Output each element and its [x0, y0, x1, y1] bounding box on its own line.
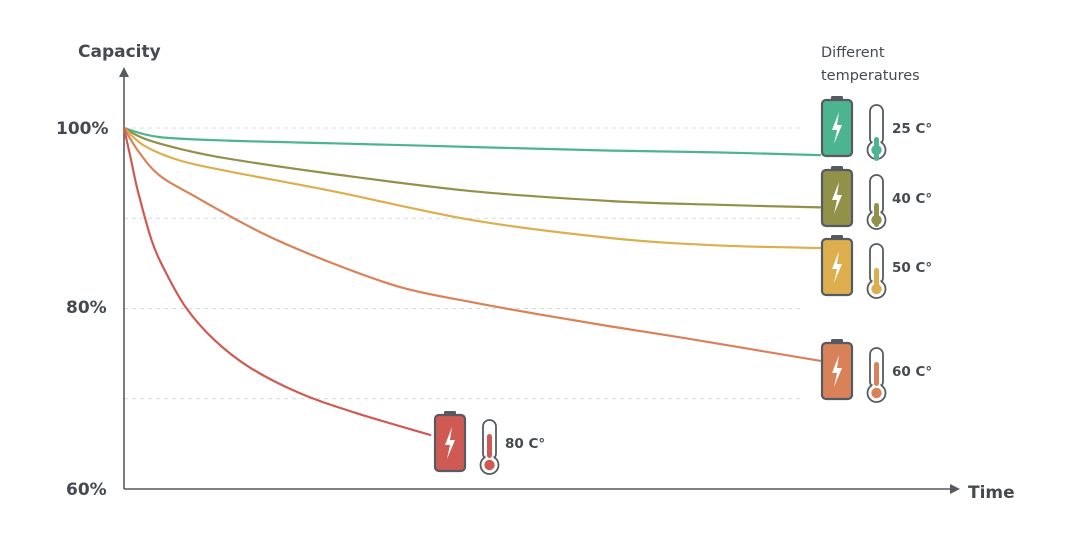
series-label-5: 80 C° — [505, 436, 545, 452]
series-markers: 25 C° 40 C° 50 C° 60 C° 80 C° — [433, 96, 932, 475]
series-label-2: 40 C° — [892, 191, 932, 207]
battery-icon — [820, 166, 854, 228]
battery-icon — [820, 235, 854, 297]
series-line-3 — [122, 126, 822, 250]
x-axis-title: Time — [968, 483, 1015, 503]
series-label-3: 50 C° — [892, 260, 932, 276]
thermometer-icon — [479, 419, 500, 475]
series-label-4: 60 C° — [892, 364, 932, 380]
battery-icon — [820, 96, 854, 158]
series-marker-4: 60 C° — [820, 339, 932, 403]
gridlines — [124, 127, 800, 400]
series-marker-2: 40 C° — [820, 166, 932, 230]
series-label-1: 25 C° — [892, 121, 932, 137]
battery-icon — [433, 411, 467, 473]
legend-title-line-2: temperatures — [821, 68, 920, 84]
series-marker-5: 80 C° — [433, 411, 545, 475]
series-line-5 — [122, 126, 432, 436]
series-marker-3: 50 C° — [820, 235, 932, 299]
thermometer-icon — [866, 104, 887, 161]
series-line-1 — [122, 126, 822, 157]
thermometer-icon — [866, 243, 887, 299]
thermometer-icon — [866, 347, 887, 403]
y-tick-80: 80% — [66, 298, 107, 318]
series-lines — [122, 126, 822, 436]
thermometer-icon — [866, 174, 887, 230]
battery-icon — [820, 339, 854, 401]
y-tick-60: 60% — [66, 480, 107, 500]
y-tick-100: 100% — [56, 119, 109, 139]
series-line-2 — [122, 126, 822, 209]
legend-title-line-1: Different — [821, 45, 885, 61]
series-line-4 — [122, 126, 822, 362]
y-axis-title: Capacity — [78, 42, 161, 62]
series-marker-1: 25 C° — [820, 96, 932, 161]
